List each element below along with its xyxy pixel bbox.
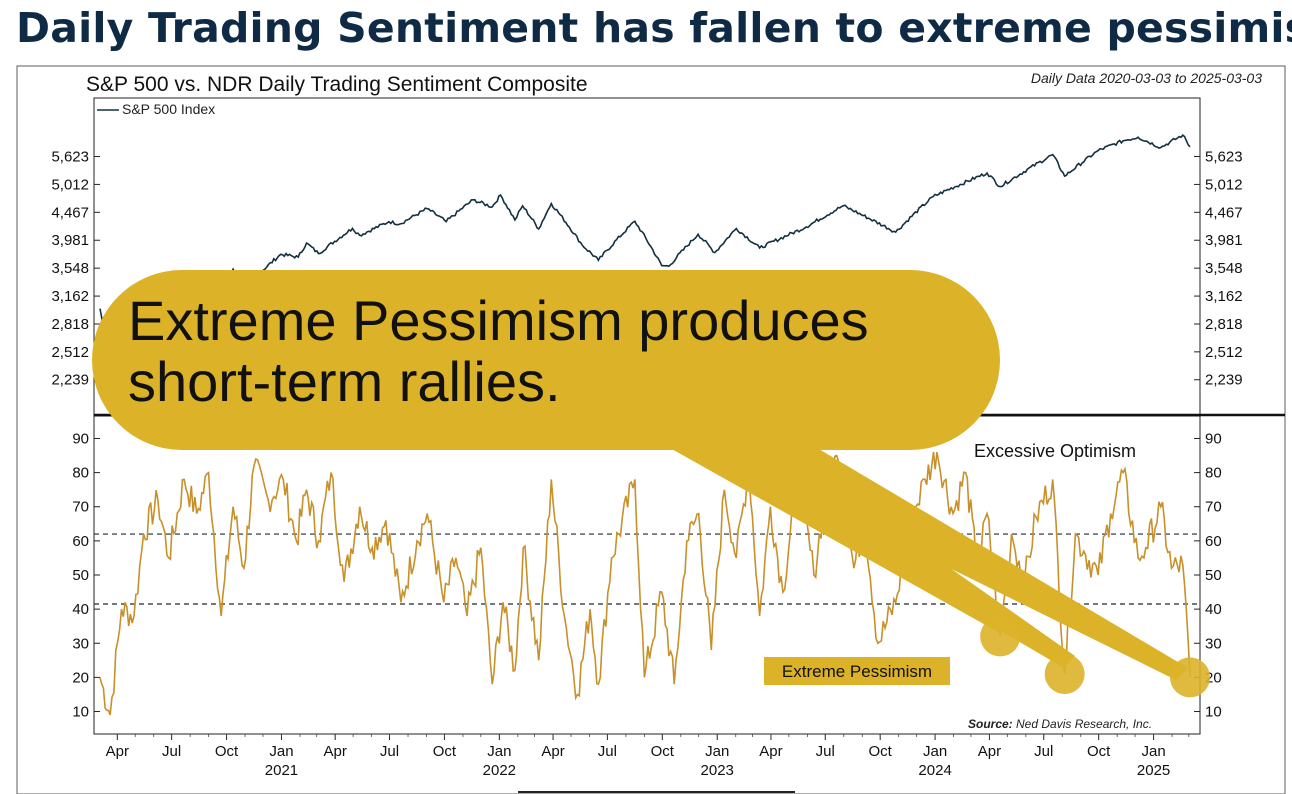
pessimism-low-marker [1044,653,1085,694]
bottom-left-tick-label: 50 [72,567,89,584]
top-right-tick-label: 3,162 [1205,288,1243,305]
x-tick-label: Jul [162,743,181,760]
x-tick-label: Oct [1087,743,1111,760]
top-right-tick-label: 3,981 [1205,232,1243,249]
x-tick-label: Jan [923,743,947,760]
top-right-tick-label: 2,239 [1205,372,1243,389]
top-axis-ticks: 5,623 5,623 5,012 5,012 4,467 4,467 3,981 3,981… [51,149,1242,389]
bottom-right-tick-label: 40 [1205,601,1222,618]
bottom-right-tick-label: 80 [1205,465,1222,482]
top-left-tick-label: 2,239 [51,372,89,389]
chart-frame [16,65,1286,794]
top-right-tick-label: 2,818 [1205,316,1243,333]
x-year-label: 2021 [265,762,298,779]
x-tick-label: Jan [269,743,293,760]
x-tick-label: Jan [1141,743,1165,760]
x-year-label: 2022 [483,762,516,779]
bottom-right-tick-label: 90 [1205,430,1222,447]
bottom-right-tick-label: 70 [1205,499,1222,516]
pessimism-low-marker [1170,657,1210,698]
x-tick-label: Jul [380,743,399,760]
x-tick-label: Jul [598,743,617,760]
top-left-tick-label: 2,818 [51,316,89,333]
callout-line-2: short-term rallies. [128,350,561,413]
headline: Daily Trading Sentiment has fallen to ex… [16,4,1292,52]
sp500-series-line [99,133,1191,381]
x-tick-label: Apr [759,743,782,760]
extreme-pessimism-badge [764,657,950,685]
top-left-tick-label: 5,623 [51,149,89,166]
x-tick-label: Apr [978,743,1001,760]
top-right-tick-label: 2,512 [1205,344,1243,361]
callout-text: Extreme Pessimism produces short-term ra… [128,290,988,412]
pessimism-low-marker [980,616,1021,657]
bottom-right-tick-label: 10 [1205,704,1222,721]
top-left-tick-label: 5,012 [51,176,89,193]
top-left-tick-label: 3,981 [51,232,89,249]
x-tick-label: Jul [1034,743,1053,760]
top-left-tick-label: 3,162 [51,288,89,305]
bottom-left-tick-label: 10 [72,704,89,721]
top-right-tick-label: 4,467 [1205,204,1243,221]
x-tick-label: Oct [651,743,675,760]
x-year-label: 2023 [701,762,734,779]
bottom-left-tick-label: 40 [72,601,89,618]
x-tick-label: Jan [487,743,511,760]
x-year-label: 2024 [918,762,951,779]
bottom-left-tick-label: 70 [72,499,89,516]
x-tick-label: Jan [705,743,729,760]
x-tick-label: Apr [324,743,347,760]
top-right-tick-label: 3,548 [1205,260,1243,277]
x-axis-ticks: Apr Jul Oct Jan 2021 Apr Jul Oct Jan 2022 Apr Jul Oc… [106,734,1190,779]
x-tick-label: Oct [869,743,893,760]
x-tick-label: Oct [215,743,239,760]
date-range-label: Daily Data 2020-03-03 to 2025-03-03 [1031,70,1262,86]
excessive-optimism-label: Excessive Optimism [974,441,1136,461]
extreme-pessimism-label: Extreme Pessimism [782,662,932,681]
top-left-tick-label: 4,467 [51,204,89,221]
source-value: Ned Davis Research, Inc. [1016,717,1152,731]
bottom-left-tick-label: 20 [72,669,89,686]
bottom-right-tick-label: 30 [1205,635,1222,652]
x-tick-label: Oct [433,743,457,760]
x-tick-label: Apr [541,743,564,760]
callout-line-1: Extreme Pessimism produces [128,289,869,352]
bottom-left-tick-label: 80 [72,465,89,482]
top-left-tick-label: 3,548 [51,260,89,277]
callout-bubble [92,270,1188,680]
threshold-lines [94,533,1200,605]
bottom-left-tick-label: 60 [72,533,89,550]
x-year-label: 2025 [1137,762,1170,779]
x-tick-label: Apr [106,743,129,760]
x-tick-label: Jul [816,743,835,760]
chart-title: S&P 500 vs. NDR Daily Trading Sentiment … [86,73,588,96]
source-label: Source: [968,717,1013,731]
bottom-right-tick-label: 50 [1205,567,1222,584]
index-legend-label: S&P 500 Index [122,101,215,117]
callout-body [92,270,1000,450]
bottom-left-tick-label: 30 [72,635,89,652]
top-right-tick-label: 5,012 [1205,176,1243,193]
bottom-right-tick-label: 60 [1205,533,1222,550]
top-left-tick-label: 2,512 [51,344,89,361]
callout-tail-short [620,420,1010,632]
top-right-tick-label: 5,623 [1205,149,1243,166]
bottom-panel-frame [93,415,1201,735]
highlighted-lows [980,616,1210,698]
bottom-left-tick-label: 90 [72,430,89,447]
